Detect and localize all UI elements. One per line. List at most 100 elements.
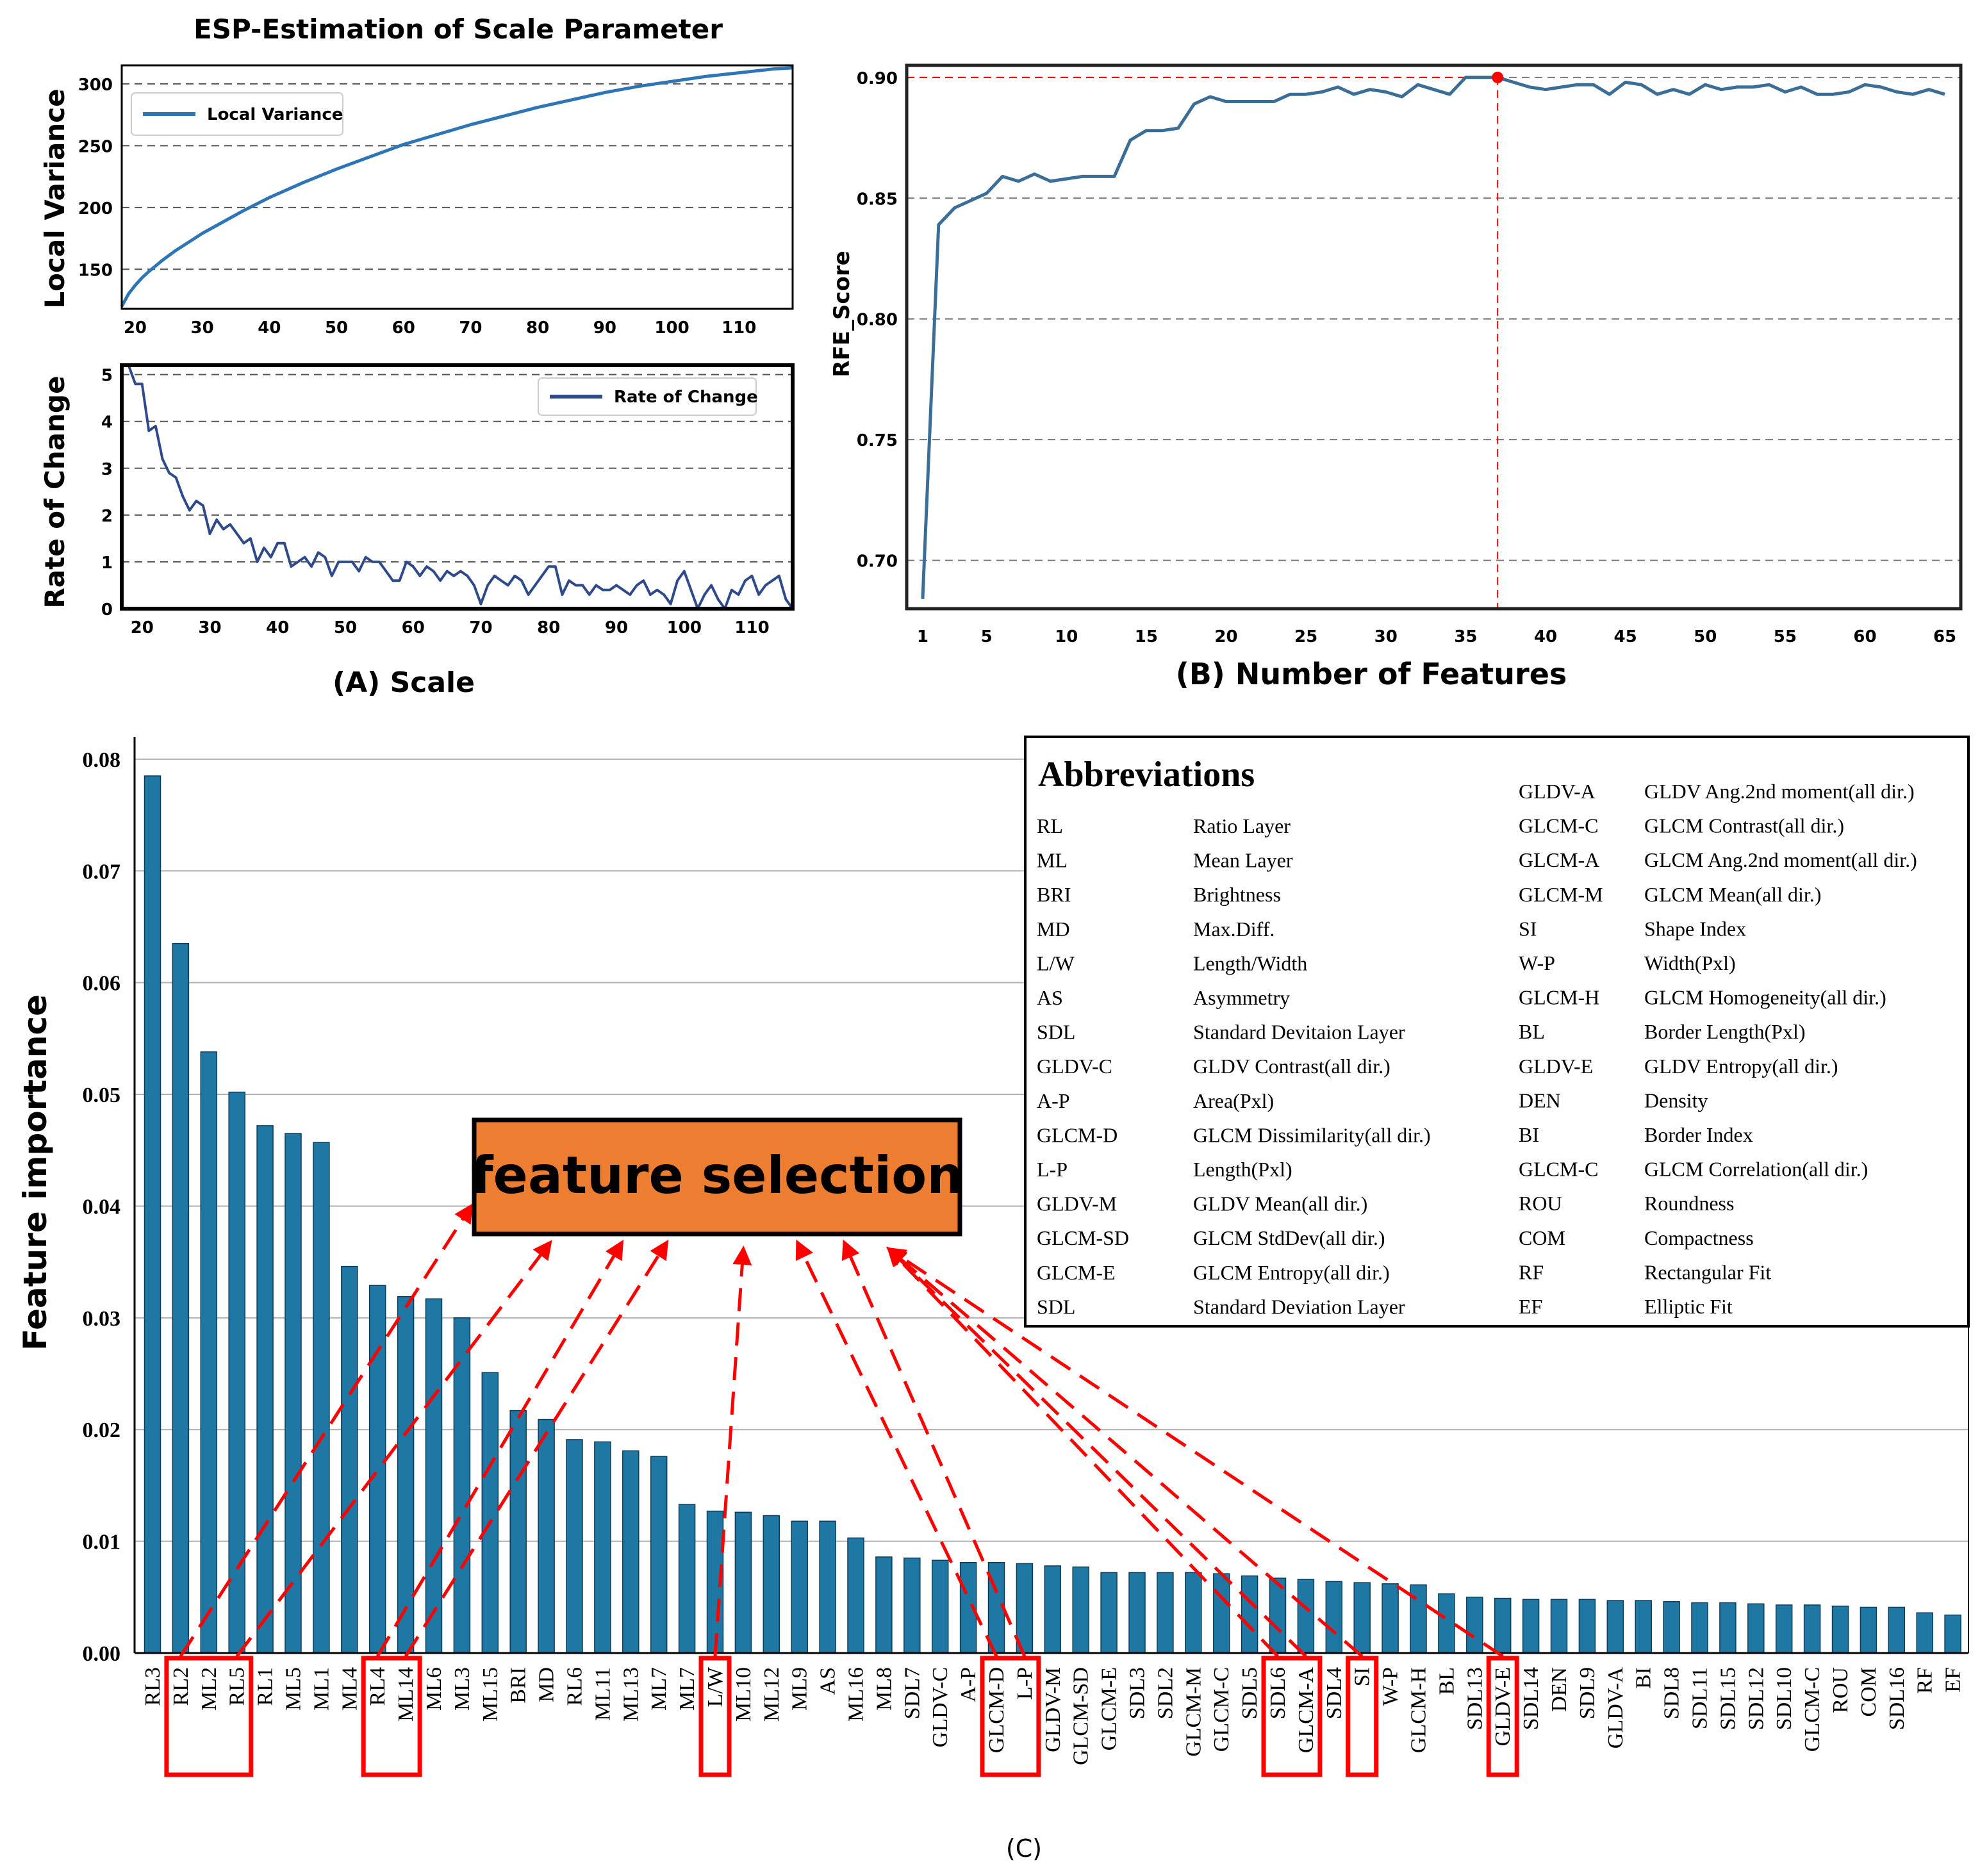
plot-frame [905, 63, 1963, 611]
bar-sdl8 [1663, 1601, 1680, 1654]
abbr-meaning: Density [1644, 1089, 1708, 1112]
x-tick-label: 60 [1853, 627, 1876, 646]
x-tick-label: 110 [734, 618, 769, 638]
x-tick-label: 65 [1933, 627, 1956, 646]
selection-box [1261, 1656, 1323, 1777]
abbr-meaning: Length/Width [1193, 951, 1307, 975]
abbr-code: COM [1519, 1226, 1565, 1249]
bar-rl3 [144, 775, 161, 1654]
bar-sdl2 [1157, 1572, 1174, 1654]
x-tick-label: SDL6 [1266, 1667, 1290, 1719]
bar-gldv-e [1494, 1597, 1512, 1654]
x-tick-label: 20 [124, 318, 147, 338]
y-tick-label: 0.70 [857, 552, 898, 572]
bar-sdl6 [1269, 1577, 1287, 1654]
x-tick-label: 30 [191, 318, 214, 338]
x-tick-label: GLCM-D [985, 1667, 1009, 1753]
x-tick-label: W-P [1379, 1667, 1403, 1706]
x-tick-label: 60 [402, 618, 425, 638]
x-tick-label: BL [1435, 1667, 1458, 1695]
bar-ml3 [453, 1317, 471, 1654]
x-tick-label: ML1 [309, 1667, 333, 1711]
bar-sdl11 [1691, 1602, 1708, 1654]
bar-bl [1438, 1593, 1455, 1654]
panel-a-xlabel: (A) Scale [333, 666, 475, 699]
bar-md [538, 1419, 555, 1654]
bar-glcm-sd [1072, 1566, 1089, 1654]
x-tick-label: 100 [654, 318, 689, 338]
x-tick-label: ML4 [338, 1667, 361, 1711]
abbr-code: ROU [1519, 1192, 1562, 1215]
x-tick-label: L-P [1013, 1667, 1037, 1700]
abbreviations-frame [1024, 736, 1970, 1328]
abbr-meaning: Area(Pxl) [1193, 1089, 1274, 1112]
bar-glcm-c [1803, 1604, 1821, 1654]
x-tick-label: EF [1942, 1667, 1965, 1693]
x-tick-label: ML11 [591, 1667, 615, 1721]
series-line-rate-of-change [127, 365, 794, 610]
abbr-code: GLCM-A [1519, 848, 1599, 871]
abbr-code: GLCM-M [1519, 883, 1603, 906]
bar-as [819, 1520, 836, 1654]
x-tick-label: RF [1913, 1667, 1937, 1694]
selection-arrow [886, 1246, 1279, 1658]
x-tick-label: BI [1632, 1667, 1656, 1689]
selection-arrow [886, 1247, 1504, 1658]
selection-box [361, 1656, 422, 1777]
y-tick-label: 0.75 [857, 431, 898, 450]
feature-selection-label: feature selection [471, 1146, 963, 1205]
abbr-meaning: Ratio Layer [1193, 814, 1291, 837]
x-tick-label: GLDV-E [1491, 1667, 1515, 1746]
abbr-code: AS [1037, 986, 1063, 1009]
selection-arrow [886, 1247, 1364, 1658]
bar-ml7 [678, 1504, 696, 1654]
y-tick-label: 4 [101, 413, 113, 432]
abbr-meaning: Standard Deviation Layer [1193, 1295, 1405, 1318]
x-tick-label: 40 [258, 318, 281, 338]
bar-si [1353, 1582, 1371, 1654]
x-tick-label: SDL4 [1323, 1667, 1346, 1719]
x-tick-label: SDL14 [1519, 1667, 1543, 1730]
y-tick-label: 5 [101, 366, 113, 386]
legend-box [131, 92, 343, 136]
abbr-meaning: Brightness [1193, 883, 1281, 906]
x-tick-label: GLCM-C [1801, 1667, 1824, 1752]
selection-arrow [179, 1203, 474, 1658]
abbr-code: A-P [1037, 1089, 1070, 1112]
y-tick-label: 0.85 [857, 190, 898, 209]
x-tick-label: RL4 [366, 1667, 390, 1706]
bar-l-p [1016, 1563, 1034, 1654]
abbr-code: GLDV-A [1519, 780, 1596, 803]
bar-w-p [1382, 1583, 1399, 1654]
abbr-meaning: Asymmetry [1193, 986, 1290, 1009]
abbr-meaning: GLCM Mean(all dir.) [1644, 883, 1821, 906]
x-tick-label: SDL3 [1126, 1667, 1150, 1719]
bar-den [1550, 1599, 1568, 1654]
x-tick-label: 90 [605, 618, 628, 638]
x-tick-label: ML3 [450, 1667, 474, 1711]
abbr-code: BRI [1037, 883, 1071, 906]
abbr-meaning: GLCM Correlation(all dir.) [1644, 1158, 1868, 1181]
y-tick-label: 200 [78, 199, 113, 218]
panel-b-ylabel: RFE_Score [829, 251, 855, 377]
x-tick-label: GLCM-H [1407, 1667, 1431, 1753]
bar-com [1860, 1606, 1877, 1654]
abbr-meaning: GLDV Ang.2nd moment(all dir.) [1644, 780, 1915, 803]
abbr-code: GLCM-E [1037, 1261, 1116, 1284]
bar-ml13 [622, 1450, 639, 1654]
bar-rf [1916, 1612, 1933, 1654]
x-tick-label: 110 [722, 318, 756, 338]
x-tick-label: RL1 [254, 1667, 277, 1706]
x-tick-label: ML13 [619, 1667, 643, 1722]
abbr-meaning: Max.Diff. [1193, 917, 1275, 941]
bar-ml8 [875, 1556, 893, 1654]
abbr-meaning: Shape Index [1644, 917, 1746, 940]
x-tick-label: ML14 [394, 1667, 418, 1722]
abbr-meaning: GLDV Contrast(all dir.) [1193, 1055, 1390, 1078]
abbr-code: GLCM-C [1519, 1158, 1598, 1181]
abbr-meaning: Roundness [1644, 1192, 1734, 1215]
abbr-meaning: GLDV Entropy(all dir.) [1644, 1055, 1838, 1078]
selection-arrow [376, 1239, 624, 1658]
abbr-meaning: GLCM Entropy(all dir.) [1193, 1261, 1390, 1284]
